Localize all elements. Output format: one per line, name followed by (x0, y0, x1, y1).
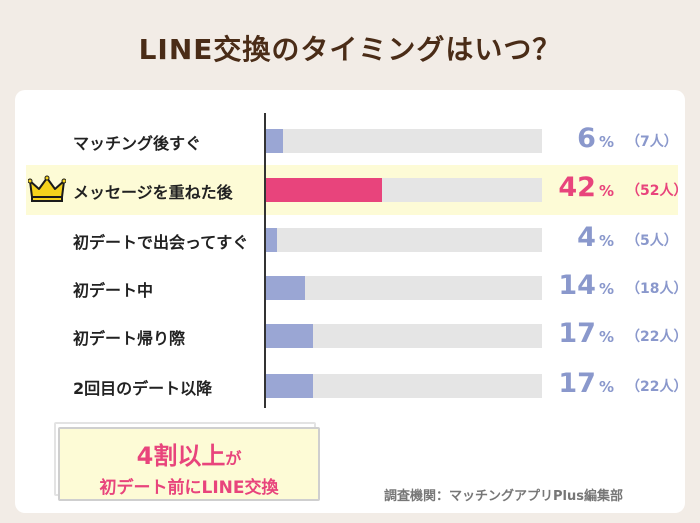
bar-row: 初デート帰り際 17% （22人） (0, 318, 700, 349)
category-label: メッセージを重ねた後 (73, 183, 233, 202)
bar-track (266, 178, 542, 202)
crown-icon (28, 175, 66, 202)
category-label: マッチング後すぐ (73, 134, 202, 153)
respondent-count: （22人） (626, 379, 688, 395)
bar (266, 129, 283, 153)
callout-headline: 4割以上が (60, 436, 318, 471)
respondent-count: （22人） (626, 329, 688, 345)
bar-row: 初デートで出会ってすぐ 4% （5人） (0, 222, 700, 253)
callout-big-text: 4割以上 (136, 442, 226, 470)
percent-sign: % (598, 378, 614, 396)
category-label: 2回目のデート以降 (73, 379, 213, 398)
category-label: 初デート中 (73, 281, 154, 300)
value-number: 42 (558, 172, 596, 203)
bar (266, 276, 305, 300)
percent-sign: % (598, 133, 614, 151)
value-number: 14 (558, 270, 596, 301)
value-label: 42% (558, 172, 614, 203)
category-label: 初デートで出会ってすぐ (73, 233, 249, 252)
callout-subline: 初デート前にLINE交換 (99, 478, 279, 498)
respondent-count: （5人） (626, 233, 678, 249)
category-label: 初デート帰り際 (73, 329, 186, 348)
value-number: 17 (558, 318, 596, 349)
respondent-count: （7人） (626, 134, 678, 150)
value-label: 17% (558, 368, 614, 399)
respondent-count: （52人） (626, 183, 688, 199)
callout-box: 4割以上が 初デート前にLINE交換 (58, 427, 320, 501)
bar (266, 374, 313, 398)
value-number: 6 (577, 123, 596, 154)
bar-track (266, 228, 542, 252)
value-label: 17% (558, 318, 614, 349)
bar-row: マッチング後すぐ 6% （7人） (0, 123, 700, 154)
bar-row: 初デート中 14% （18人） (0, 270, 700, 301)
bar-row: メッセージを重ねた後 42% （52人） (0, 172, 700, 203)
page-title: LINE交換のタイミングはいつ？ (138, 33, 562, 66)
respondent-count: （18人） (626, 281, 688, 297)
value-label: 14% (558, 270, 614, 301)
percent-sign: % (598, 182, 614, 200)
bar (266, 324, 313, 348)
value-label: 6% (577, 123, 614, 154)
value-number: 17 (558, 368, 596, 399)
source-credit: 調査機関：マッチングアプリPlus編集部 (384, 489, 623, 504)
bar-track (266, 374, 542, 398)
bar-track (266, 276, 542, 300)
callout-particle: が (225, 449, 242, 468)
bar (266, 178, 382, 202)
bar-row: 2回目のデート以降 17% （22人） (0, 368, 700, 399)
percent-sign: % (598, 232, 614, 250)
percent-sign: % (598, 280, 614, 298)
bar (266, 228, 278, 252)
chart-axis-line (264, 113, 266, 408)
percent-sign: % (598, 328, 614, 346)
value-number: 4 (577, 222, 596, 253)
bar-track (266, 324, 542, 348)
bar-track (266, 129, 542, 153)
value-label: 4% (577, 222, 614, 253)
